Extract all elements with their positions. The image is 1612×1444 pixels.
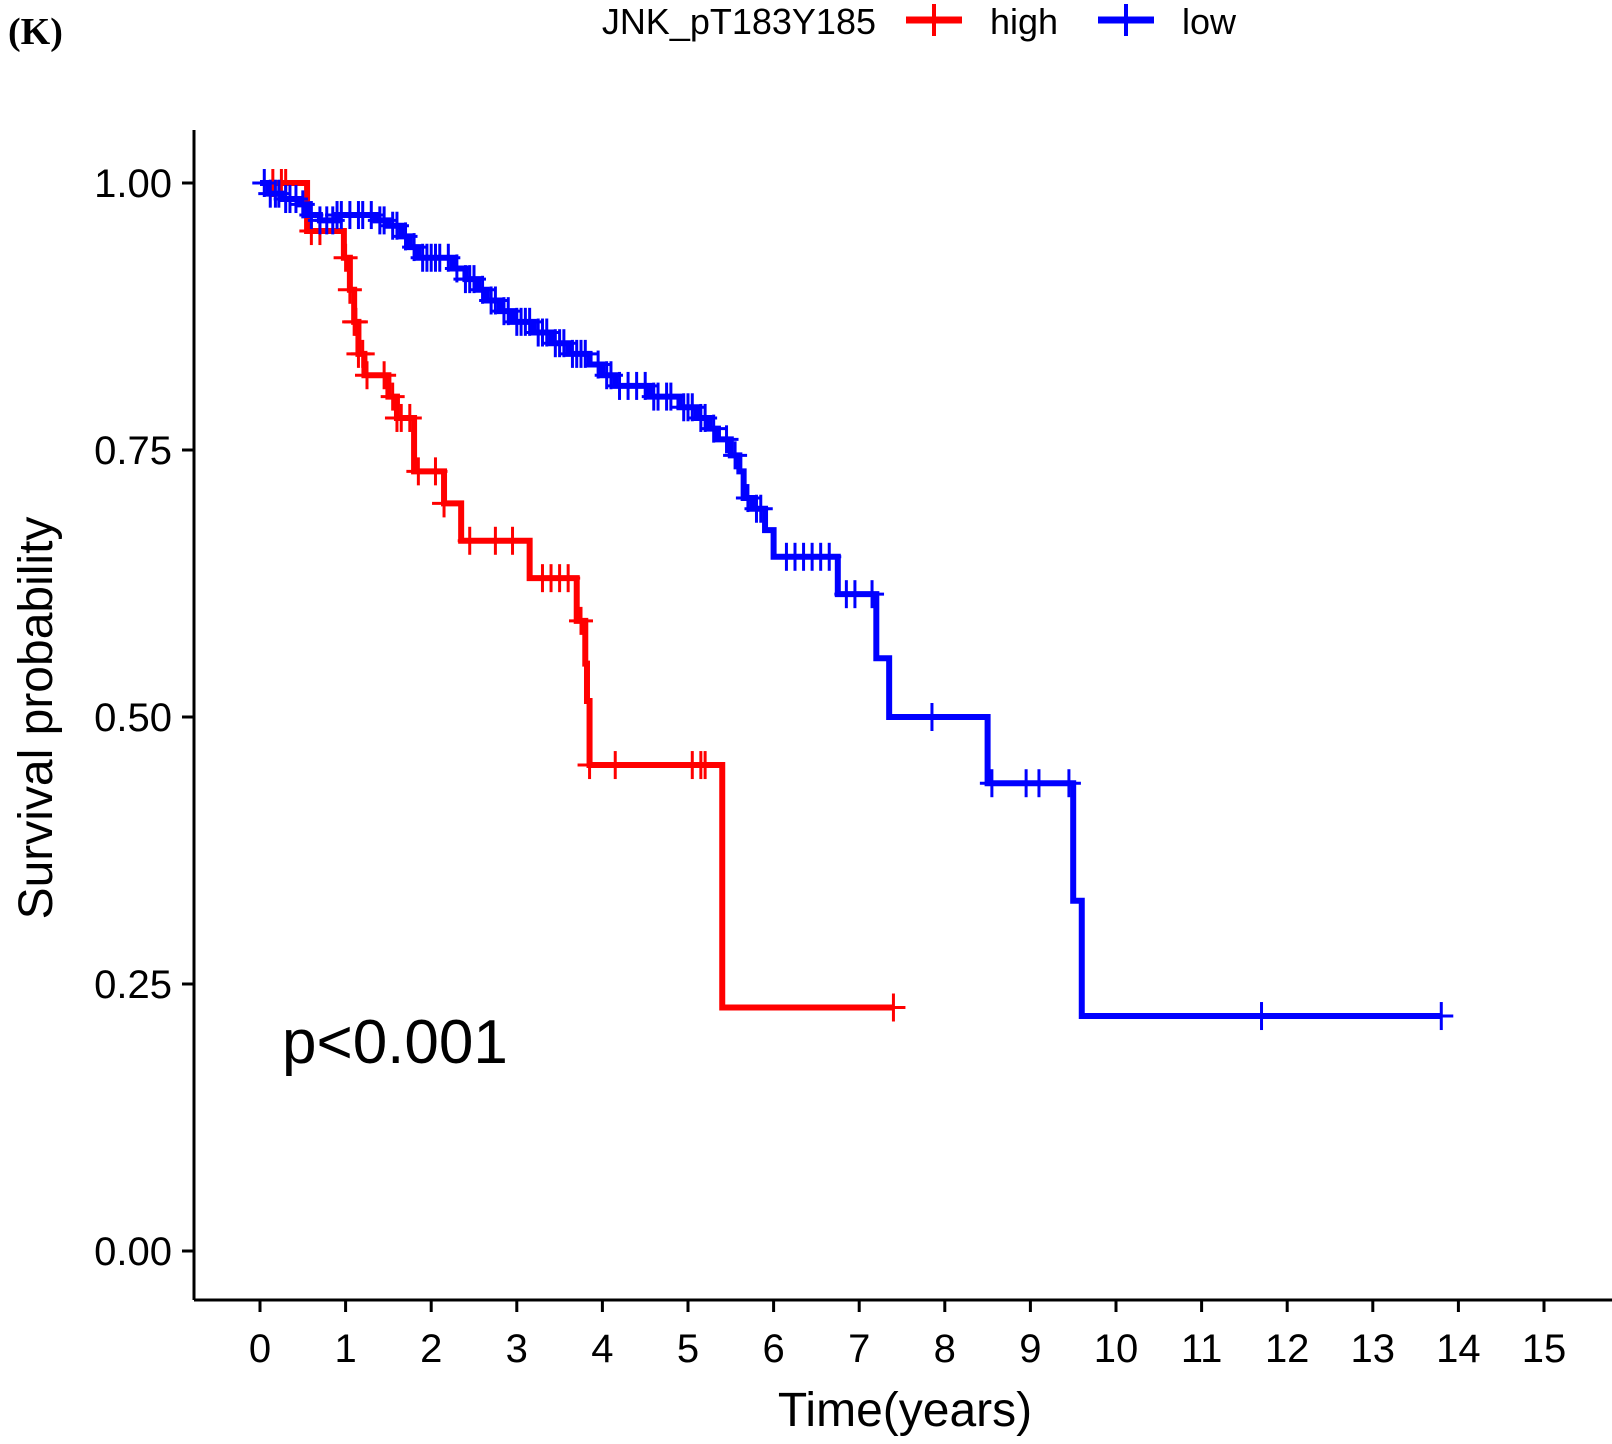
x-tick-label: 10 [1094,1327,1139,1371]
x-tick-label: 6 [762,1327,784,1371]
x-tick-label: 8 [934,1327,956,1371]
p-value-annotation: p<0.001 [282,1008,508,1077]
legend-label-low: low [1182,1,1237,42]
y-tick-label: 0.25 [94,963,172,1007]
y-tick-label: 0.00 [94,1230,172,1274]
series-low [252,169,1454,1031]
x-tick-label: 3 [506,1327,528,1371]
survival-curve-high [260,180,894,1011]
legend-title: JNK_pT183Y185 [602,1,876,42]
series-high [260,169,906,1022]
legend: JNK_pT183Y185 high low [602,1,1237,42]
x-tick-label: 9 [1019,1327,1041,1371]
y-tick-label: 0.50 [94,696,172,740]
x-tick-label: 7 [848,1327,870,1371]
y-tick-label: 0.75 [94,429,172,473]
y-axis-title: Survival probability [10,517,63,920]
x-tick-label: 13 [1351,1327,1396,1371]
x-axis-title: Time(years) [778,1384,1032,1437]
x-tick-label: 15 [1522,1327,1567,1371]
x-tick-label: 12 [1265,1327,1310,1371]
series-layer [252,169,1454,1031]
x-tick-label: 2 [420,1327,442,1371]
legend-label-high: high [990,1,1058,42]
y-tick-label: 1.00 [94,162,172,206]
x-tick-label: 0 [249,1327,271,1371]
survival-curve-low [260,180,1442,1020]
x-axis: 0 1 2 3 4 5 6 7 8 9 10 11 12 13 14 15 Time(years) [194,1298,1612,1437]
x-tick-label: 5 [677,1327,699,1371]
y-axis: 0.00 0.25 0.50 0.75 1.00 Survival probabilit… [10,130,196,1300]
x-tick-label: 4 [591,1327,613,1371]
x-tick-label: 14 [1436,1327,1481,1371]
panel-label: (K) [8,11,63,53]
x-tick-label: 1 [334,1327,356,1371]
x-tick-label: 11 [1181,1327,1223,1371]
